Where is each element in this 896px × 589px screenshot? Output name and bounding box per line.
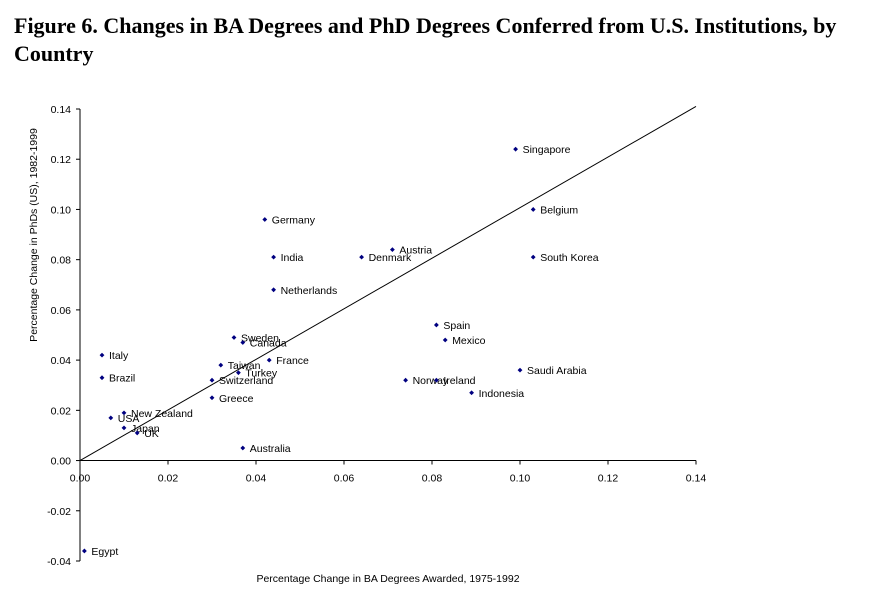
data-point-marker: [442, 337, 448, 343]
data-point-marker: [266, 357, 272, 363]
data-point-marker: [121, 425, 127, 431]
y-tick-label: 0.02: [51, 405, 72, 417]
y-tick-label: 0.00: [51, 456, 72, 468]
data-point-label: Austria: [399, 245, 432, 257]
data-point-marker: [390, 247, 395, 253]
data-point-label: India: [281, 252, 304, 264]
data-point-marker: [240, 340, 246, 345]
data-point-marker: [121, 410, 127, 416]
y-tick-label: -0.02: [47, 506, 71, 518]
data-point-label: Sweden: [241, 333, 279, 345]
data-point-label: Greece: [219, 393, 254, 405]
data-point-marker: [530, 207, 536, 212]
y-tick-label: 0.10: [51, 204, 72, 216]
data-point-marker: [240, 445, 246, 451]
y-tick-label: 0.12: [51, 154, 72, 166]
data-point-label: Mexico: [452, 335, 485, 347]
data-point-label: South Korea: [540, 252, 599, 264]
x-tick-label: 0.12: [598, 473, 619, 485]
data-point-label: Italy: [109, 350, 129, 362]
data-point-label: Norway: [413, 375, 449, 387]
data-point-marker: [403, 377, 408, 383]
data-point-label: Egypt: [91, 546, 118, 558]
data-point-label: France: [276, 355, 309, 367]
y-tick-label: 0.04: [51, 355, 72, 367]
x-tick-label: 0.02: [158, 473, 179, 485]
data-point-label: UK: [144, 428, 159, 440]
y-tick-label: 0.08: [51, 255, 72, 267]
data-point-marker: [530, 254, 536, 260]
y-tick-label: 0.14: [51, 104, 72, 116]
x-tick-label: 0.04: [246, 473, 267, 485]
x-tick-label: 0.08: [422, 473, 443, 485]
x-tick-label: 0.06: [334, 473, 355, 485]
data-point-marker: [469, 390, 474, 396]
x-axis-title: Percentage Change in BA Degrees Awarded,…: [256, 573, 519, 585]
data-point-marker: [99, 375, 105, 381]
data-point-marker: [434, 322, 439, 328]
data-point-label: Ireland: [443, 375, 475, 387]
y-axis-title: Percentage Change in PhDs (US), 1982-199…: [28, 128, 40, 342]
data-point-label: USA: [118, 413, 140, 425]
data-points: Singapore Belgium Germany Austria India Denma…: [82, 144, 599, 558]
data-point-marker: [231, 335, 237, 340]
data-point-marker: [99, 352, 105, 358]
data-point-marker: [218, 362, 224, 368]
data-point-marker: [359, 254, 364, 260]
y-tick-label: 0.06: [51, 305, 72, 317]
data-point-label: Singapore: [523, 144, 571, 156]
data-point-marker: [209, 377, 215, 383]
data-point-label: Spain: [443, 320, 470, 332]
data-point-marker: [434, 377, 439, 383]
x-tick-label: 0.10: [510, 473, 531, 485]
data-point-label: Germany: [272, 214, 316, 226]
y-tick-label: -0.04: [47, 556, 71, 568]
data-point-marker: [108, 415, 114, 421]
data-point-marker: [236, 370, 241, 376]
data-point-label: Belgium: [540, 204, 578, 216]
data-point-label: Taiwan: [228, 360, 261, 372]
reference-line: [79, 106, 697, 461]
data-point-label: Canada: [250, 338, 287, 350]
data-point-label: Switzerland: [219, 375, 273, 387]
data-point-label: Saudi Arabia: [527, 365, 587, 377]
data-point-label: Australia: [250, 443, 291, 455]
x-tick-label: 0.14: [686, 473, 707, 485]
axes: -0.04 -0.02 0.00 0.02 0.04 0.06 0.08 0.10 0.12 0.…: [47, 104, 706, 568]
data-point-label: New Zealand: [131, 408, 193, 420]
data-point-label: Denmark: [369, 252, 412, 264]
data-point-marker: [82, 548, 87, 554]
data-point-marker: [271, 287, 276, 293]
figure-title: Figure 6. Changes in BA Degrees and PhD …: [14, 13, 837, 66]
data-point-marker: [513, 146, 518, 152]
data-point-label: Netherlands: [281, 285, 338, 297]
data-point-marker: [517, 367, 523, 373]
data-point-marker: [134, 430, 140, 436]
data-point-label: Brazil: [109, 373, 135, 385]
data-point-marker: [209, 395, 215, 401]
data-point-label: Turkey: [245, 368, 277, 380]
data-point-label: Indonesia: [479, 388, 525, 400]
data-point-marker: [262, 217, 268, 222]
x-tick-label: 0.00: [70, 473, 91, 485]
data-point-marker: [271, 254, 276, 260]
